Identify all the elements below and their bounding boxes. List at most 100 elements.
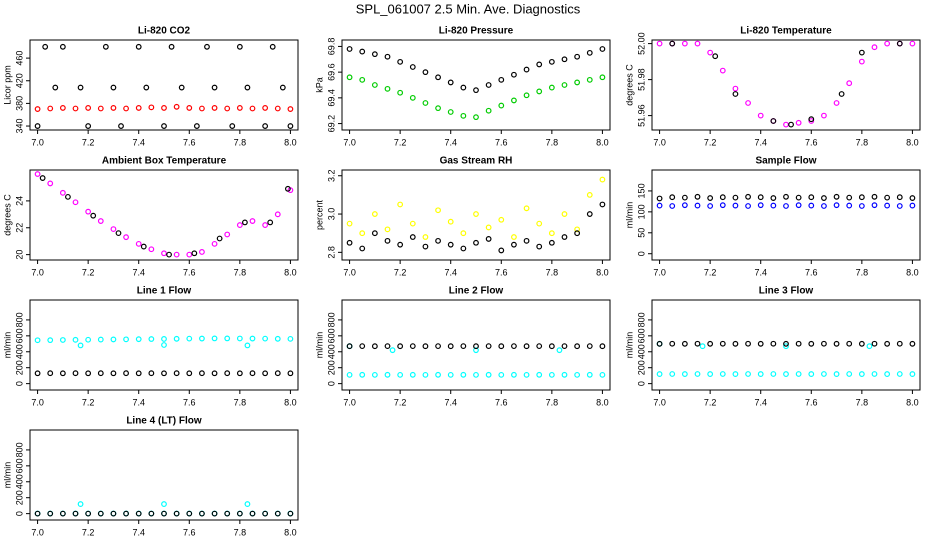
data-point <box>178 84 185 91</box>
data-point <box>274 335 281 342</box>
data-point <box>274 105 281 112</box>
data-point <box>473 343 479 350</box>
data-point <box>884 202 891 209</box>
data-point <box>833 202 840 209</box>
panel: Ambient Box Temperature degrees C 7.0 7.2 7.… <box>2 156 299 277</box>
x-tick-label: 7.8 <box>234 397 247 407</box>
data-point <box>561 211 568 217</box>
y-tick-label: 52.00 <box>636 32 646 55</box>
y-tick-label: 100 <box>636 204 646 219</box>
data-point <box>669 194 676 201</box>
data-point <box>161 336 167 342</box>
data-point <box>229 123 236 129</box>
data-point <box>359 230 366 237</box>
data-point <box>770 371 777 377</box>
data-point <box>447 218 454 225</box>
data-point <box>523 237 530 244</box>
data-point <box>409 220 416 227</box>
data-point <box>199 249 205 255</box>
data-point <box>34 123 41 129</box>
data-point <box>384 237 391 244</box>
data-point <box>460 84 467 91</box>
x-tick-label: 7.0 <box>653 137 666 147</box>
data-point <box>548 58 555 65</box>
data-point <box>186 370 193 377</box>
data-point <box>561 371 568 378</box>
data-point <box>262 335 269 342</box>
y-tick-label: 200 <box>14 490 24 505</box>
data-point <box>59 337 66 343</box>
data-point <box>757 112 764 119</box>
panel-title: Line 4 (LT) Flow <box>126 416 202 427</box>
data-point <box>135 336 142 343</box>
x-tick-label: 7.6 <box>805 397 818 407</box>
y-tick-label: 3.2 <box>326 169 336 182</box>
data-point <box>384 371 391 378</box>
data-point <box>498 371 505 378</box>
data-point <box>866 343 873 350</box>
data-point <box>846 80 853 87</box>
y-axis-label: percent <box>314 199 324 230</box>
x-tick-label: 7.8 <box>546 137 559 147</box>
plot-frame <box>341 169 611 261</box>
data-point <box>871 193 878 200</box>
data-point <box>707 340 714 347</box>
data-point <box>447 79 454 86</box>
data-point <box>409 234 416 240</box>
data-point <box>909 195 916 201</box>
data-point <box>42 43 49 50</box>
data-point <box>244 342 251 349</box>
data-point <box>435 74 441 81</box>
data-point <box>732 194 739 201</box>
data-point <box>59 370 66 377</box>
x-tick-label: 8.0 <box>596 397 609 407</box>
data-point <box>72 336 79 343</box>
data-point <box>193 123 200 129</box>
data-point <box>669 40 676 47</box>
y-tick-label: 340 <box>14 119 24 134</box>
y-tick-label: 0 <box>14 511 24 516</box>
data-point <box>447 109 454 115</box>
data-point <box>77 342 84 349</box>
data-point <box>485 343 492 350</box>
data-point <box>242 219 248 226</box>
data-point <box>135 105 142 111</box>
data-point <box>435 343 441 350</box>
data-point <box>783 121 789 128</box>
data-point <box>346 46 353 52</box>
y-tick-label: 20 <box>14 250 24 260</box>
data-point <box>586 371 593 378</box>
x-tick-label: 7.8 <box>856 267 869 277</box>
x-tick-label: 7.2 <box>82 137 95 147</box>
y-tick-label: 400 <box>14 344 24 359</box>
y-tick-label: 200 <box>326 360 336 375</box>
panel-title: Li-820 CO2 <box>138 26 191 37</box>
data-point <box>409 64 416 70</box>
data-point <box>173 251 180 258</box>
data-point <box>148 336 155 342</box>
data-point <box>681 371 688 377</box>
data-point <box>59 189 66 196</box>
data-point <box>262 222 269 228</box>
data-point <box>548 239 555 246</box>
x-tick-label: 7.6 <box>495 397 508 407</box>
data-point <box>694 40 701 47</box>
y-tick-label: 400 <box>326 344 336 359</box>
data-point <box>821 371 827 377</box>
data-point <box>118 123 124 129</box>
panel: Sample Flow ml/min 7.0 7.2 7.4 7.6 7.8 8.0 0 50 10… <box>624 156 921 277</box>
data-point <box>236 370 243 377</box>
data-point <box>732 340 739 347</box>
data-point <box>85 510 92 517</box>
data-point <box>34 337 41 344</box>
data-point <box>523 371 530 378</box>
data-point <box>574 230 581 237</box>
y-tick-label: 800 <box>636 312 646 327</box>
data-point <box>359 48 366 55</box>
data-point <box>211 105 218 111</box>
data-point <box>599 201 606 208</box>
data-point <box>135 43 142 50</box>
y-tick-label: 600 <box>326 328 336 343</box>
data-point <box>173 510 180 517</box>
data-point <box>186 105 193 111</box>
